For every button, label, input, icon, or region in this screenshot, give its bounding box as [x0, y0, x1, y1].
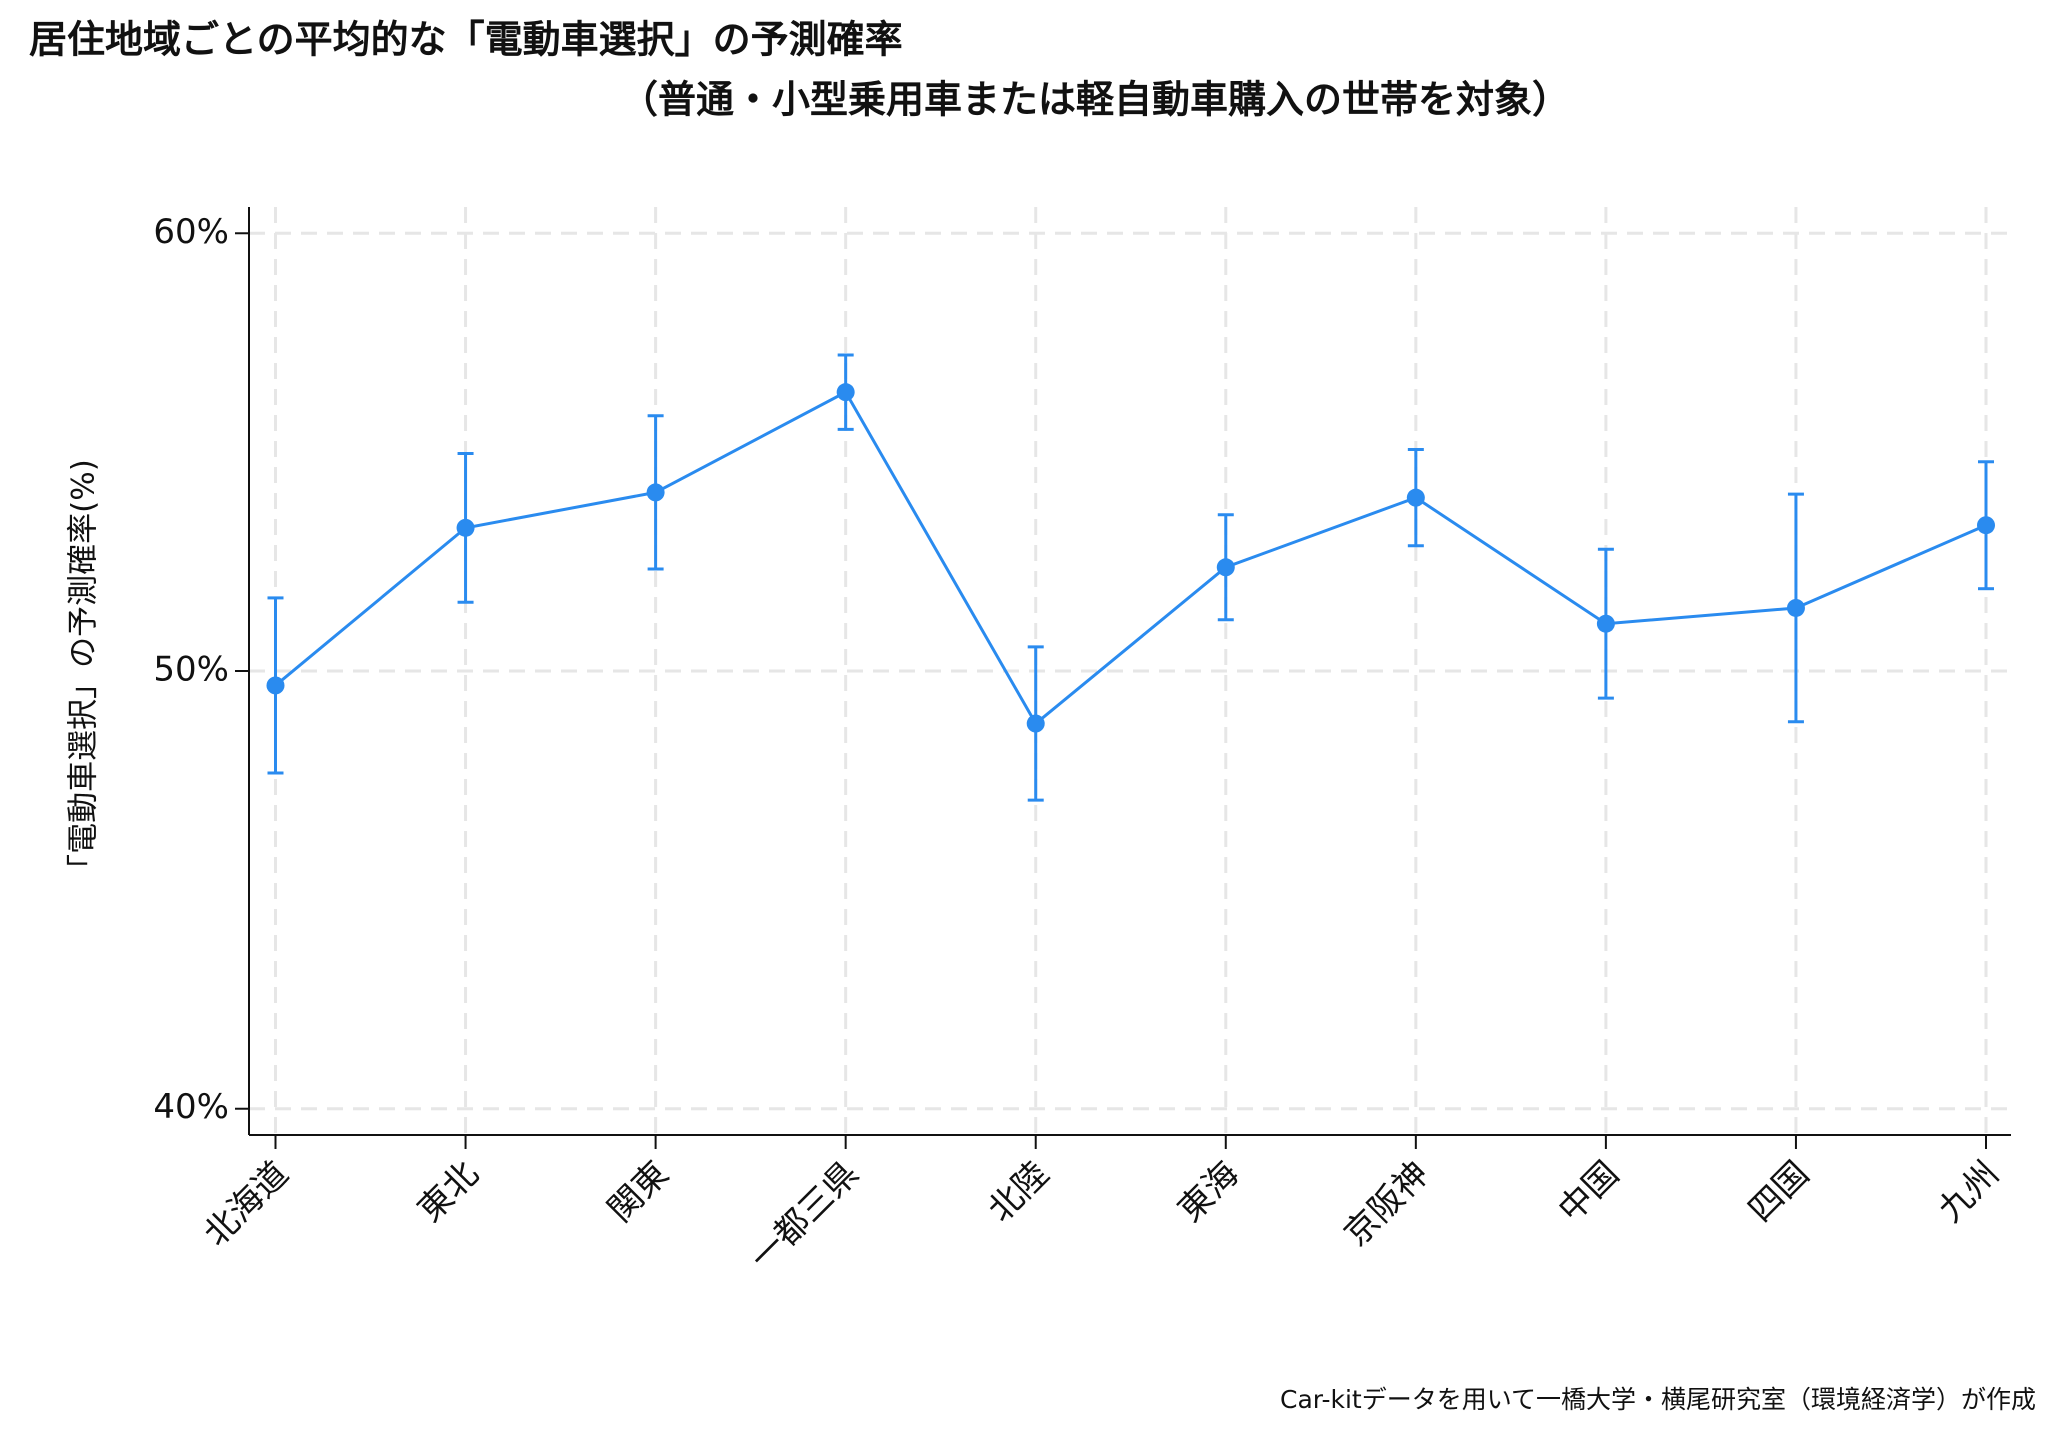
point: [836, 383, 855, 402]
point: [1596, 614, 1615, 633]
point: [1406, 488, 1425, 507]
x-tick-label: 東北: [410, 1154, 486, 1230]
x-tick-label: 一都三県: [742, 1154, 866, 1278]
point: [646, 483, 665, 502]
y-axis-label: 「電動車選択」の予測確率(%): [66, 459, 102, 885]
x-tick-label: 九州: [1931, 1154, 2007, 1230]
footnote: Car-kitデータを用いて一橋大学・横尾研究室（環境経済学）が作成: [1280, 1385, 2036, 1414]
x-tick-label: 中国: [1551, 1154, 1627, 1230]
point: [266, 676, 285, 695]
point: [1026, 714, 1045, 733]
x-tick-label: 京阪神: [1337, 1154, 1437, 1254]
point: [1977, 516, 1995, 535]
point: [1786, 598, 1805, 617]
x-tick-label: 関東: [600, 1154, 676, 1230]
x-tick-label: 四国: [1741, 1154, 1817, 1230]
line: [274, 390, 1987, 726]
chart-subtitle: （普通・小型乗用車または軽自動車購入の世帯を対象）: [620, 78, 1570, 122]
x-tick-label: 北陸: [980, 1154, 1056, 1230]
point: [1216, 558, 1235, 577]
y-tick-label: 40%: [153, 1087, 229, 1127]
chart-title: 居住地域ごとの平均的な「電動車選択」の予測確率: [29, 18, 903, 62]
x-tick-label: 東海: [1170, 1154, 1246, 1230]
x-tick-label: 北海道: [196, 1154, 296, 1254]
point: [456, 518, 475, 537]
y-tick-label: 60%: [153, 212, 229, 252]
y-tick-label: 50%: [153, 650, 229, 690]
